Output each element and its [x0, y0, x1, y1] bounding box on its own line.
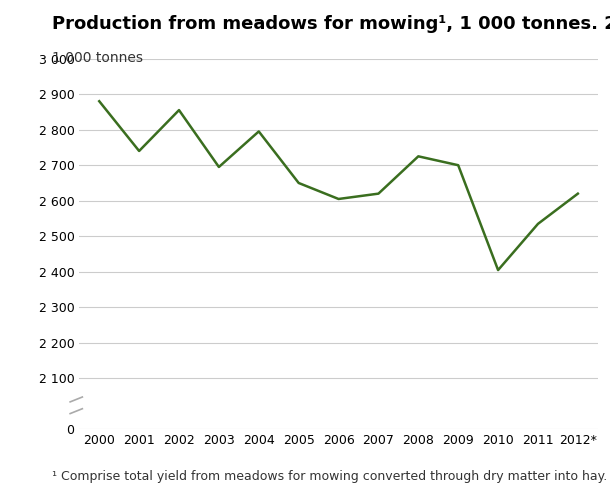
Text: Production from meadows for mowing¹, 1 000 tonnes. 2000-2012*: Production from meadows for mowing¹, 1 0…	[52, 15, 610, 33]
Text: 1 000 tonnes: 1 000 tonnes	[52, 51, 143, 65]
Text: ¹ Comprise total yield from meadows for mowing converted through dry matter into: ¹ Comprise total yield from meadows for …	[52, 470, 607, 483]
